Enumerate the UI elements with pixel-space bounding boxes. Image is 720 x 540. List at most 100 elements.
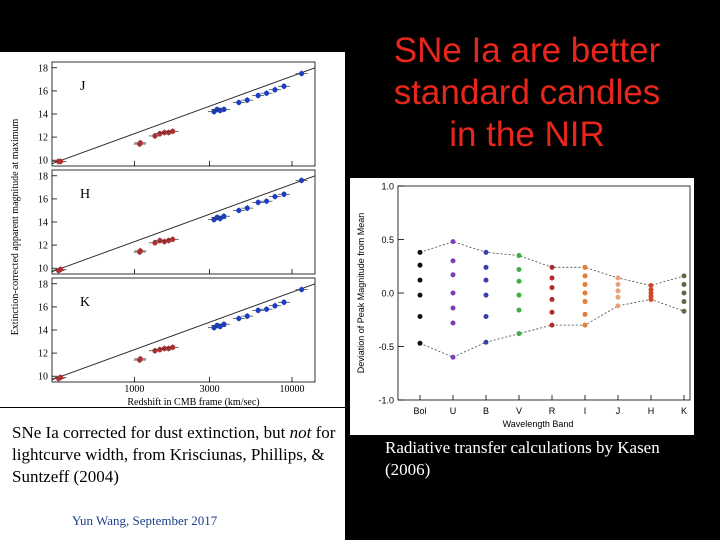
panel-frame-K [51,277,316,383]
data-point-K [281,299,287,305]
left-caption-box: SNe Ia corrected for dust extinction, bu… [0,408,345,540]
data-point-i [582,273,588,279]
data-point-J [255,92,261,99]
fit-line-J [51,67,316,165]
data-point-u [450,305,456,311]
left-caption-part1: SNe Ia corrected for dust extinction, bu… [12,423,290,442]
data-point-J [236,99,242,106]
x-tick-label: Bol [413,406,426,416]
data-point-k [681,290,687,296]
data-point-u [450,320,456,326]
data-point-u [450,272,456,278]
x-tick-label: 3000 [200,384,220,395]
fit-line-H [51,175,316,273]
panel-frame-H [51,169,316,275]
data-point-r [549,275,555,281]
fit-line-K [51,283,316,381]
y-tick-label: 10 [38,372,48,383]
data-point-J [272,87,278,93]
right-caption: Radiative transfer calculations by Kasen… [385,438,660,479]
y-tick-label: -0.5 [378,342,394,352]
y-tick-label: 14 [38,110,48,121]
data-point-bol [417,277,423,283]
y-tick-label: -1.0 [378,396,394,406]
data-point-h [648,283,654,289]
data-point-H [255,199,261,205]
data-point-K [217,323,223,330]
data-point-u [450,354,456,360]
data-point-K [272,303,278,309]
y-tick-label: 10 [38,156,48,167]
hubble-diagram-chart: 10 12 14 16 18 J 10 12 14 16 18 H 10 12 14 16 18 K 1000 300… [10,61,316,408]
data-point-J [263,90,270,96]
data-point-H [221,213,227,219]
data-point-H [298,177,305,183]
data-point-K [57,374,64,380]
left-caption: SNe Ia corrected for dust extinction, bu… [12,422,342,488]
x-tick-label: I [584,406,587,416]
y-tick-label: 0.5 [381,235,394,245]
y-axis-label: Deviation of Peak Magnitude from Mean [356,213,366,374]
data-point-K [221,321,227,327]
plot-frame [397,185,691,401]
title-line-2: standard candles [393,73,661,112]
data-point-v [516,292,522,298]
data-point-b [483,339,489,345]
data-point-H [272,193,278,200]
data-point-H [244,205,250,211]
panel-frame-J [51,61,316,167]
left-caption-part2: for lightcurve width, from Krisciunas, P… [12,423,336,486]
y-tick-label: 10 [38,264,48,275]
slide-title: SNe Ia are better standard candles in th… [352,30,702,156]
title-line-3: in the NIR [449,115,605,154]
data-point-bol [417,314,423,320]
data-point-b [483,264,489,270]
y-tick-label: 1.0 [381,182,394,192]
data-point-r [549,322,555,328]
data-point-h [648,296,654,302]
data-point-b [483,292,489,298]
data-point-K [170,344,176,350]
data-point-r [549,264,555,270]
data-point-i [582,281,588,287]
data-point-K [137,356,143,362]
data-point-v [516,307,522,313]
y-tick-label: 0.0 [381,289,394,299]
band-label-K: K [80,295,90,310]
x-tick-label: R [549,406,556,416]
data-point-u [450,290,456,296]
data-point-k [681,281,687,287]
x-tick-label: H [648,406,655,416]
footer-credit: Yun Wang, September 2017 [72,513,218,528]
left-caption-emphasis: not [289,423,312,442]
data-point-j [615,275,621,281]
data-point-j [615,303,621,309]
envelope-lower [419,299,685,358]
data-point-K [298,286,305,293]
x-axis-label: Redshift in CMB frame (km/sec) [127,397,259,407]
data-point-i [582,264,588,270]
deviation-chart-panel: -1.0 -0.5 0.0 0.5 1.0 Bol U B V R I J H K Wavelength B… [350,178,694,435]
data-point-J [281,83,287,89]
data-point-J [137,140,143,146]
y-tick-label: 18 [38,171,48,182]
x-tick-label: 1000 [124,384,144,395]
data-point-bol [417,262,423,268]
data-point-v [516,331,522,337]
data-point-i [582,311,588,317]
data-point-v [516,253,522,259]
y-axis-label: Extinction-corrected apparent magnitude … [10,118,21,335]
data-point-v [516,278,522,284]
x-tick-label: K [681,406,687,416]
band-label-J: J [80,79,86,94]
x-tick-label: U [450,406,457,416]
y-tick-label: 16 [38,86,48,97]
y-tick-label: 18 [38,279,48,290]
data-point-K [157,347,163,353]
band-label-H: H [80,187,90,202]
x-tick-label: J [616,406,621,416]
data-point-H [217,215,223,222]
data-point-bol [417,292,423,298]
data-point-H [57,266,64,272]
data-point-r [549,285,555,291]
